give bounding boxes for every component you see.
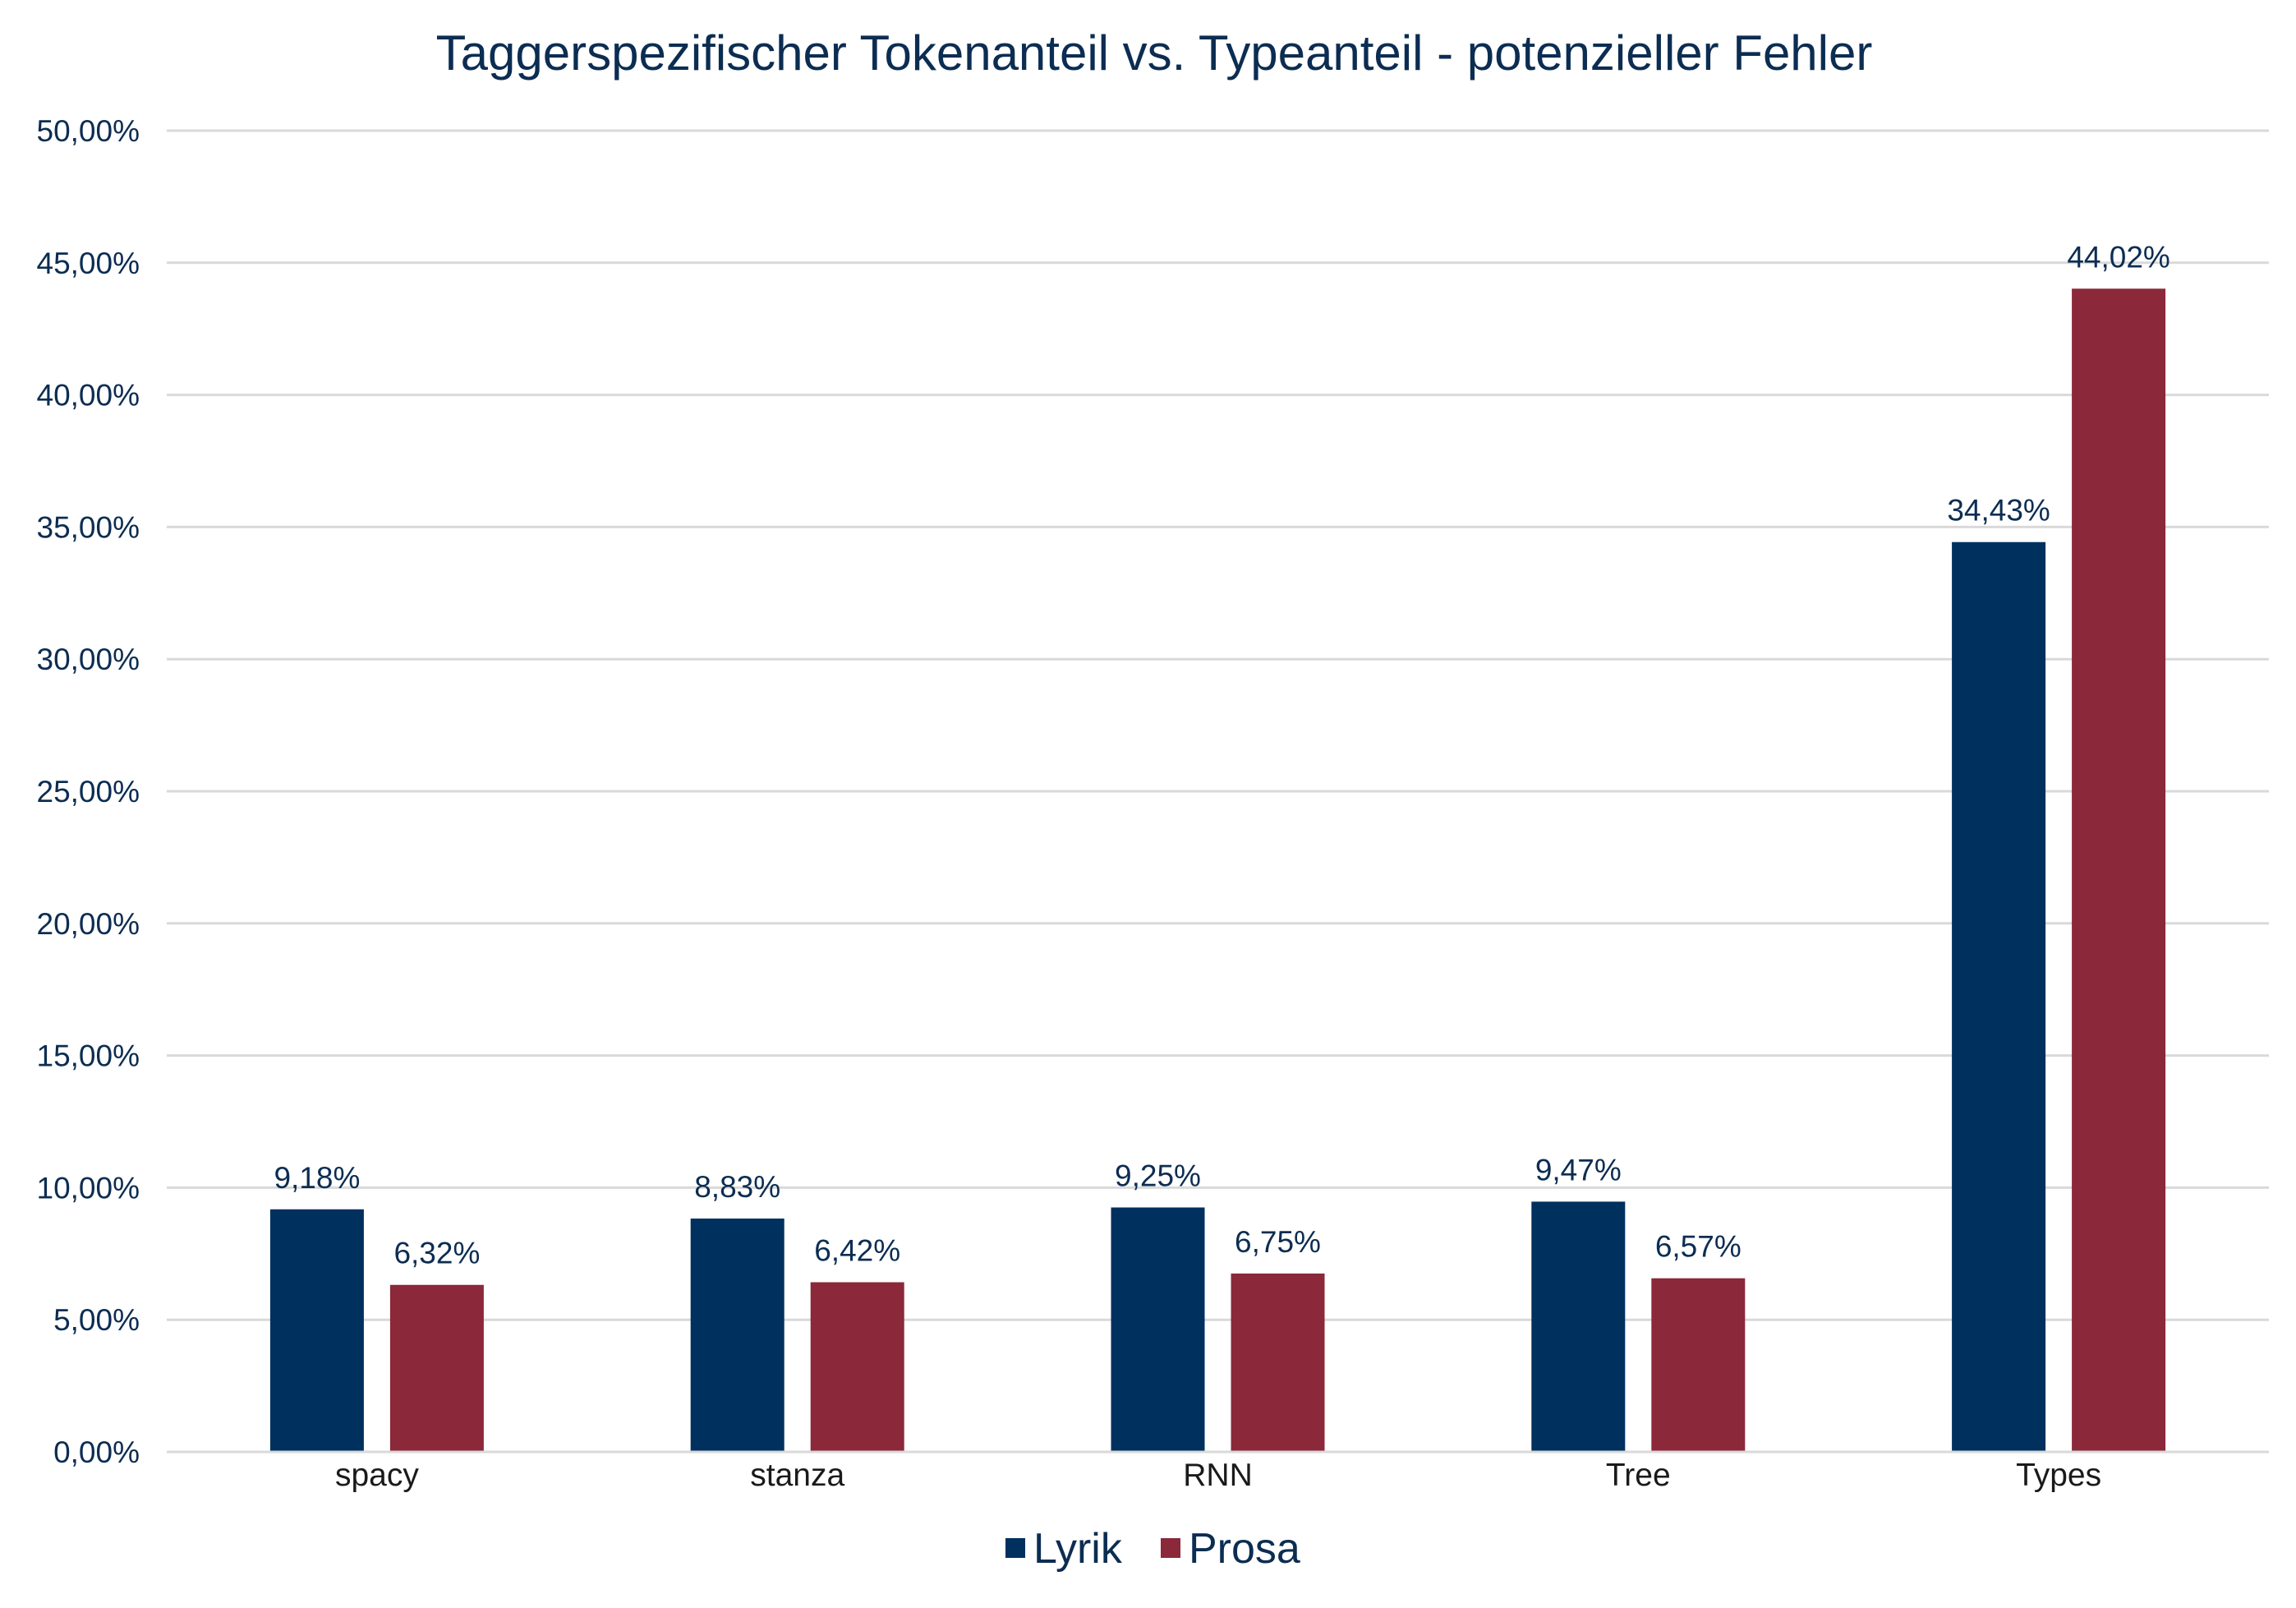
gridlines [167,129,2269,1321]
bar-lyrik-spacy [269,1209,364,1452]
chart-title: Taggerspezifischer Tokenanteil vs. Typea… [436,25,1873,81]
x-tick-label: Types [2016,1458,2101,1493]
legend-swatch-lyrik [1005,1538,1025,1558]
bar-prosa-rnn [1231,1273,1325,1452]
y-tick-label: 50,00% [37,114,140,148]
legend: Lyrik Prosa [1005,1525,1300,1573]
data-labels: 9,18% 6,32% 8,83% 6,42% 9,25% 6,75% 9,47% 6,57%… [274,240,2169,1269]
data-label-prosa-spacy: 6,32% [393,1237,480,1270]
bar-prosa-tree [1651,1278,1746,1452]
y-tick-label: 40,00% [37,379,140,412]
y-tick-label: 25,00% [37,775,140,809]
bar-lyrik-types [1952,541,2046,1452]
data-label-prosa-rnn: 6,75% [1235,1225,1321,1259]
legend-label-prosa: Prosa [1189,1525,1300,1573]
x-tick-label: RNN [1183,1458,1253,1493]
y-tick-label: 5,00% [53,1303,140,1337]
data-label-lyrik-rnn: 9,25% [1115,1159,1201,1193]
y-tick-label: 10,00% [37,1171,140,1205]
data-label-lyrik-tree: 9,47% [1535,1153,1622,1186]
data-label-prosa-stanza: 6,42% [814,1234,900,1268]
y-axis-ticks: 0,00% 5,00% 10,00% 15,00% 20,00% 25,00% 30,00%… [37,114,140,1469]
bar-prosa-stanza [810,1282,904,1452]
x-tick-label: spacy [335,1458,419,1493]
data-label-lyrik-types: 34,43% [1947,494,2050,528]
x-tick-label: stanza [750,1458,844,1493]
data-label-lyrik-stanza: 8,83% [694,1170,780,1204]
y-tick-label: 15,00% [37,1039,140,1073]
data-label-prosa-types: 44,02% [2067,240,2170,274]
y-tick-label: 45,00% [37,246,140,280]
bar-prosa-spacy [389,1284,484,1452]
legend-swatch-prosa [1161,1538,1180,1558]
y-tick-label: 0,00% [53,1435,140,1469]
bar-lyrik-tree [1531,1201,1626,1452]
x-axis-ticks: spacy stanza RNN Tree Types [335,1458,2101,1493]
y-tick-label: 30,00% [37,643,140,676]
legend-label-lyrik: Lyrik [1033,1525,1123,1573]
bar-lyrik-rnn [1111,1207,1205,1452]
y-tick-label: 20,00% [37,907,140,941]
data-label-lyrik-spacy: 9,18% [274,1161,360,1195]
data-label-prosa-tree: 6,57% [1655,1230,1742,1264]
bars [269,288,2166,1453]
x-tick-label: Tree [1606,1458,1671,1493]
bar-lyrik-stanza [690,1219,785,1452]
y-tick-label: 35,00% [37,510,140,544]
bar-prosa-types [2072,288,2166,1453]
